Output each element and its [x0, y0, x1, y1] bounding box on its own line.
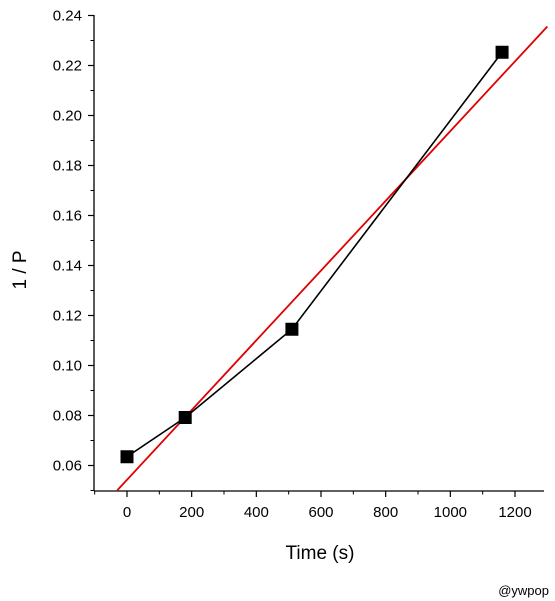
x-tick-label: 600 [308, 504, 333, 521]
series-group [120, 45, 509, 464]
x-axis-title: Time (s) [286, 543, 355, 564]
y-tick-label: 0.18 [53, 158, 82, 175]
series-line [126, 51, 503, 458]
x-tick-label: 1000 [434, 504, 467, 521]
y-tick-label: 0.22 [53, 58, 82, 75]
y-tick-label: 0.12 [53, 308, 82, 325]
data-point [285, 322, 299, 336]
x-tick-label: 400 [244, 504, 269, 521]
x-tick-label: 1200 [498, 504, 531, 521]
tick-labels: 0 200 400 600 800 1000 1200 0.06 0.08 0.10 0.12 0.1… [53, 8, 532, 522]
watermark: @ywpop [498, 583, 549, 598]
y-tick-label: 0.24 [53, 8, 82, 25]
y-tick-label: 0.14 [53, 258, 82, 275]
y-tick-label: 0.08 [53, 408, 82, 425]
y-tick-label: 0.20 [53, 108, 82, 125]
x-tick-label: 800 [373, 504, 398, 521]
axes [88, 14, 544, 497]
y-tick-label: 0.16 [53, 208, 82, 225]
y-tick-label: 0.10 [53, 358, 82, 375]
data-point [178, 411, 192, 424]
data-point [120, 450, 134, 464]
y-tick-label: 0.06 [53, 458, 82, 475]
data-point [495, 45, 509, 59]
y-axis-title: 1 / P [10, 250, 31, 289]
x-tick-label: 200 [179, 504, 204, 521]
x-tick-label: 0 [123, 504, 131, 521]
